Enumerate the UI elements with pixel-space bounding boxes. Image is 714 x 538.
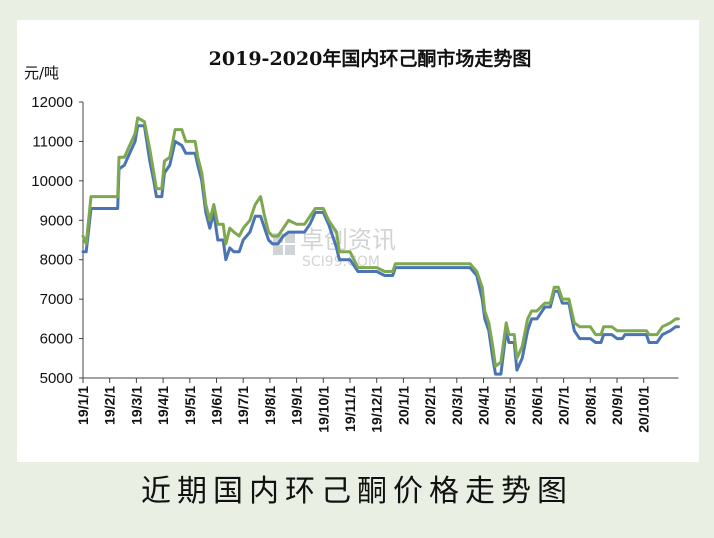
x-axis-ticks: 19/1/1 19/2/1 19/3/1 19/4/1 19/5/1 19/6/1 19/7… xyxy=(75,378,652,433)
x-tick-label: 20/5/1 xyxy=(502,386,518,425)
x-tick-label: 20/1/1 xyxy=(395,386,411,425)
y-tick-label: 10000 xyxy=(31,173,73,190)
y-tick-label: 9000 xyxy=(40,212,73,229)
x-tick-label: 20/2/1 xyxy=(422,386,438,425)
watermark-en: SCI99.COM xyxy=(302,254,380,270)
figure-caption: 近期国内环己酮价格走势图 xyxy=(141,474,573,509)
x-tick-label: 20/8/1 xyxy=(582,386,598,425)
x-tick-label: 20/10/1 xyxy=(636,386,652,433)
x-tick-label: 19/12/1 xyxy=(369,386,385,433)
chart-title: 2019-2020年国内环己酮市场走势图 xyxy=(208,48,532,70)
watermark-logo-square-2 xyxy=(285,233,295,243)
y-tick-label: 6000 xyxy=(40,331,73,348)
x-tick-label: 19/2/1 xyxy=(102,386,118,425)
series-line-2 xyxy=(81,116,680,368)
watermark: 卓创资讯 SCI99.COM xyxy=(273,226,396,270)
x-tick-label: 20/9/1 xyxy=(609,386,625,425)
x-tick-label: 19/11/1 xyxy=(342,386,358,432)
x-tick-label: 19/1/1 xyxy=(75,386,91,425)
y-tick-label: 5000 xyxy=(40,370,73,387)
series-group xyxy=(81,116,680,376)
x-tick-label: 19/3/1 xyxy=(128,386,144,425)
y-axis-unit: 元/吨 xyxy=(24,64,60,82)
x-tick-label: 19/8/1 xyxy=(262,386,278,425)
x-tick-label: 20/7/1 xyxy=(556,386,572,425)
y-tick-label: 12000 xyxy=(31,94,73,111)
series-line-1 xyxy=(81,124,680,376)
x-tick-label: 19/10/1 xyxy=(315,386,331,433)
x-tick-label: 20/6/1 xyxy=(529,386,545,425)
x-tick-label: 19/6/1 xyxy=(209,386,225,425)
x-tick-label: 20/4/1 xyxy=(476,386,492,425)
y-tick-label: 8000 xyxy=(40,252,73,269)
x-tick-label: 19/4/1 xyxy=(155,386,171,425)
watermark-logo-square-3 xyxy=(273,245,283,255)
y-tick-label: 7000 xyxy=(40,291,73,308)
watermark-logo-square-4 xyxy=(285,245,295,255)
x-tick-label: 20/3/1 xyxy=(449,386,465,425)
x-tick-label: 19/7/1 xyxy=(235,386,251,425)
x-tick-label: 19/9/1 xyxy=(289,386,305,425)
x-tick-label: 19/5/1 xyxy=(182,386,198,425)
chart-panel xyxy=(17,20,699,462)
y-tick-label: 11000 xyxy=(32,133,73,150)
y-axis-ticks: 12000 11000 10000 9000 8000 7000 6000 5000 xyxy=(31,94,83,387)
watermark-logo-square-1 xyxy=(273,233,283,243)
watermark-cn: 卓创资讯 xyxy=(300,226,396,254)
